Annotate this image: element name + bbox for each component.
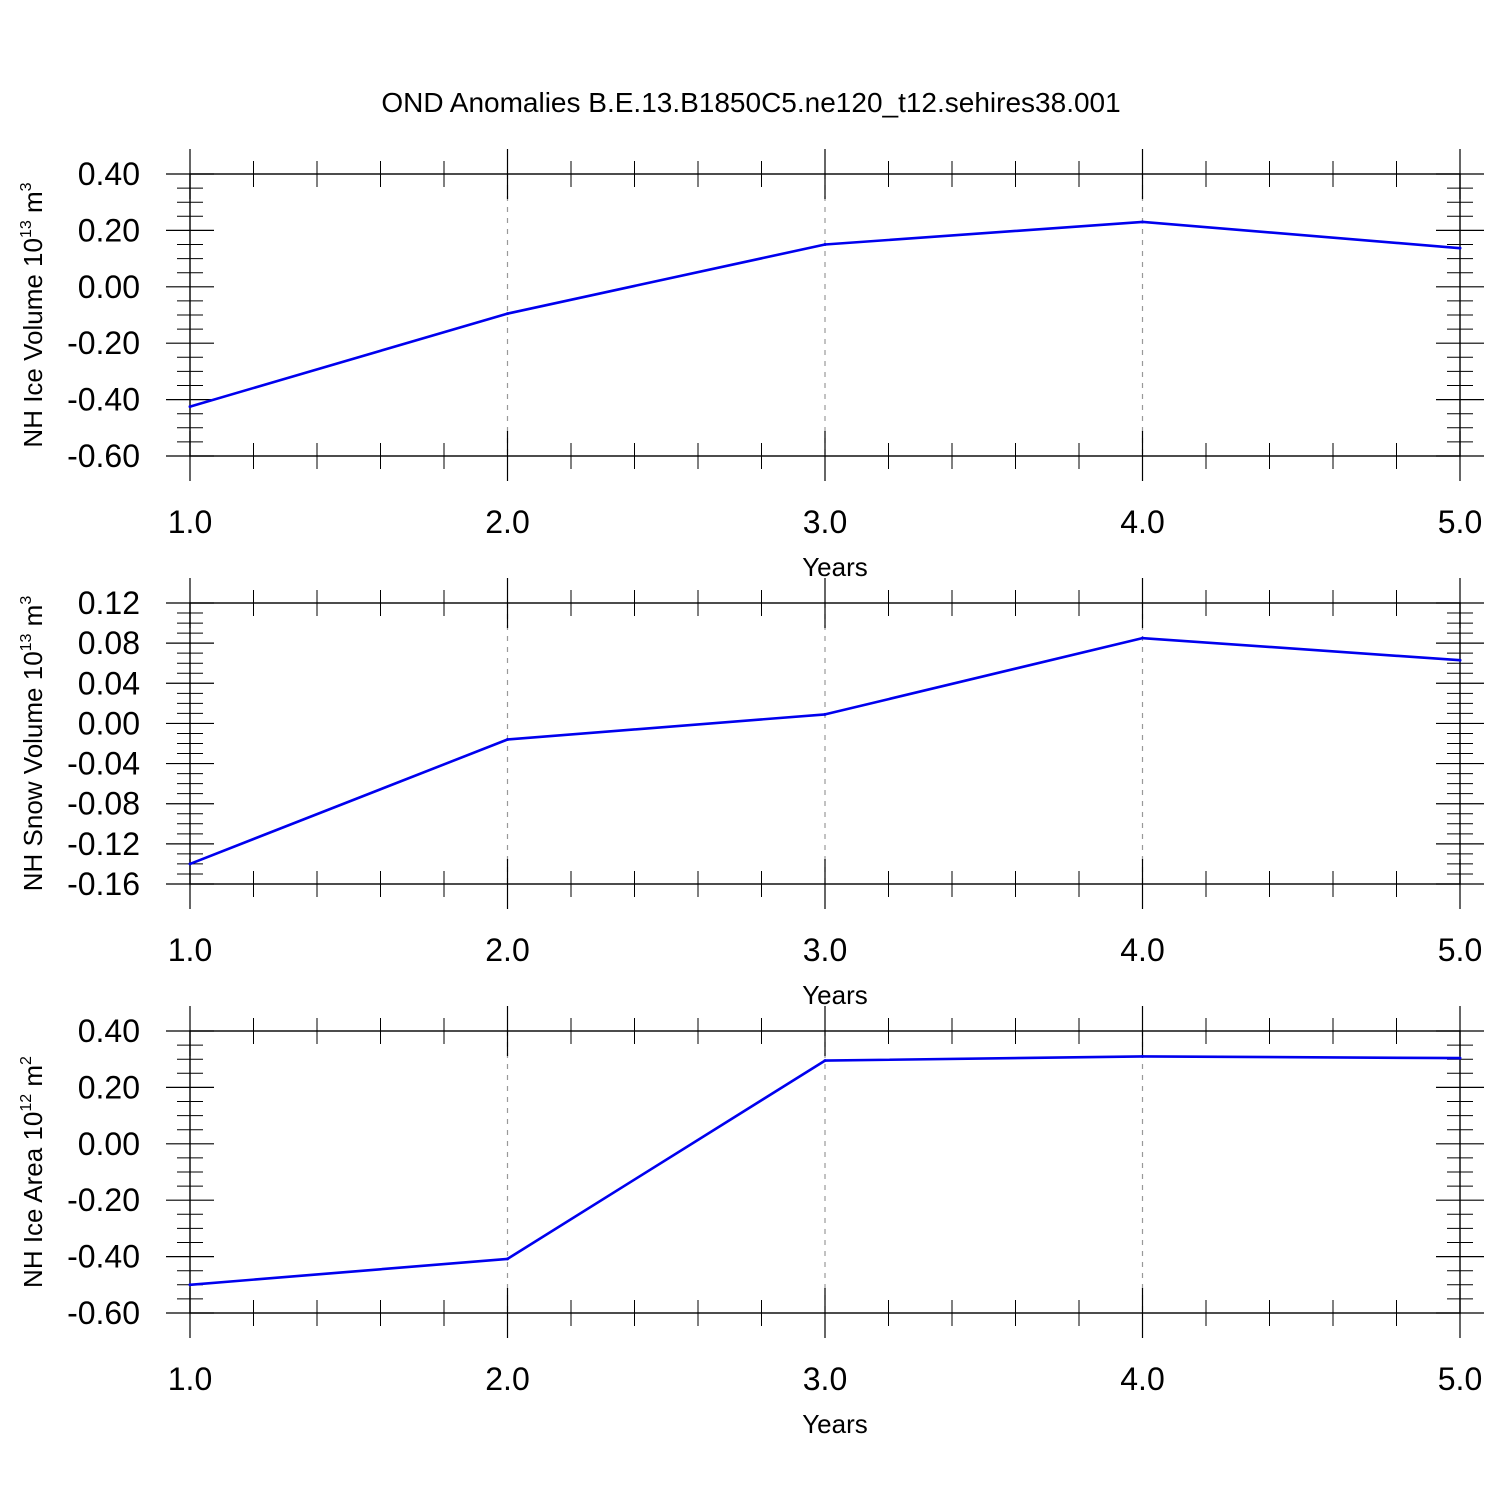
panels: -0.60 -0.40 -0.20 0.00 0.20 0.40 1.0 2.0 3.0 4.0 5… bbox=[18, 149, 1484, 1439]
y-tick-label: 0.00 bbox=[78, 705, 140, 741]
data-point bbox=[1141, 1054, 1144, 1058]
x-tick-label: 3.0 bbox=[803, 1361, 847, 1397]
x-axis-label: Years bbox=[802, 552, 868, 582]
data-point bbox=[823, 243, 827, 246]
data-point bbox=[1141, 636, 1144, 640]
x-tick-label: 1.0 bbox=[168, 1361, 212, 1397]
y-axis-label: NH Snow Volume 1013 m3 bbox=[18, 596, 48, 892]
x-tick-label: 4.0 bbox=[1120, 1361, 1164, 1397]
panel-1: -0.60 -0.40 -0.20 0.00 0.20 0.40 1.0 2.0 3.0 4.0 5… bbox=[18, 149, 1484, 582]
plot-frame bbox=[189, 602, 1461, 885]
x-tick-label: 5.0 bbox=[1438, 932, 1482, 968]
y-axis-label-text: m bbox=[18, 605, 48, 634]
data-point bbox=[188, 862, 192, 866]
panel-3: -0.60 -0.40 -0.20 0.00 0.20 0.40 1.0 2.0 3.0 4.0 5… bbox=[18, 1006, 1484, 1439]
data-point bbox=[188, 405, 192, 409]
y-tick-label: -0.40 bbox=[67, 1239, 140, 1275]
y-tick-label: 0.20 bbox=[78, 212, 140, 248]
x-axis-label: Years bbox=[802, 1409, 868, 1439]
y-axis-label-text: NH Ice Volume 10 bbox=[18, 238, 48, 448]
x-tick-label: 3.0 bbox=[803, 932, 847, 968]
y-tick-label: -0.40 bbox=[67, 382, 140, 418]
data-point bbox=[823, 1059, 827, 1063]
y-tick-label: -0.60 bbox=[67, 1295, 140, 1331]
plot-frame bbox=[189, 1030, 1461, 1314]
x-tick-label: 1.0 bbox=[168, 932, 212, 968]
y-axis-label-exponent: 2 bbox=[18, 1056, 35, 1065]
y-axis-label-text: NH Snow Volume 10 bbox=[18, 651, 48, 891]
x-tick-label: 4.0 bbox=[1120, 504, 1164, 540]
data-point bbox=[506, 737, 509, 741]
x-axis-label: Years bbox=[802, 980, 868, 1010]
y-tick-label: -0.08 bbox=[67, 786, 140, 822]
data-point bbox=[823, 712, 827, 716]
x-tick-label: 1.0 bbox=[168, 504, 212, 540]
data-point bbox=[188, 1283, 192, 1287]
y-tick-label: 0.00 bbox=[78, 269, 140, 305]
y-axis-label-exponent: 3 bbox=[18, 596, 35, 605]
panel-2: -0.16 -0.12 -0.08 -0.04 0.00 0.04 0.08 0.12 1.0 2… bbox=[18, 578, 1484, 1010]
y-axis-label-exponent: 13 bbox=[18, 220, 35, 238]
y-tick-label: -0.20 bbox=[67, 325, 140, 361]
data-point bbox=[506, 312, 509, 316]
y-tick-label: -0.16 bbox=[67, 866, 140, 902]
y-tick-label: -0.20 bbox=[67, 1182, 140, 1218]
x-tick-label: 3.0 bbox=[803, 504, 847, 540]
y-axis-label-exponent: 3 bbox=[18, 182, 35, 191]
x-tick-label: 2.0 bbox=[485, 1361, 529, 1397]
y-axis-label-text: NH Ice Area 10 bbox=[18, 1112, 48, 1288]
data-point bbox=[1141, 220, 1144, 224]
y-axis-label: NH Ice Area 1012 m2 bbox=[18, 1056, 48, 1288]
plot-frame bbox=[189, 173, 1461, 457]
y-tick-label: 0.12 bbox=[78, 585, 140, 621]
figure-title: OND Anomalies B.E.13.B1850C5.ne120_t12.s… bbox=[381, 87, 1120, 118]
x-tick-label: 5.0 bbox=[1438, 1361, 1482, 1397]
y-axis-label-exponent: 12 bbox=[18, 1094, 35, 1112]
y-axis-label: NH Ice Volume 1013 m3 bbox=[18, 182, 48, 447]
x-tick-label: 2.0 bbox=[485, 504, 529, 540]
y-axis-label-text: m bbox=[18, 191, 48, 220]
x-tick-label: 4.0 bbox=[1120, 932, 1164, 968]
y-axis-label-text: m bbox=[18, 1065, 48, 1094]
y-tick-label: 0.08 bbox=[78, 625, 140, 661]
y-tick-label: -0.60 bbox=[67, 438, 140, 474]
data-point bbox=[1458, 246, 1462, 250]
data-point bbox=[1458, 658, 1462, 662]
data-point bbox=[506, 1257, 509, 1261]
y-tick-label: -0.04 bbox=[67, 746, 140, 782]
data-point bbox=[1458, 1056, 1462, 1060]
y-tick-label: 0.04 bbox=[78, 665, 140, 701]
series-line bbox=[189, 220, 1461, 408]
y-tick-label: 0.40 bbox=[78, 1013, 140, 1049]
x-tick-label: 5.0 bbox=[1438, 504, 1482, 540]
y-tick-label: -0.12 bbox=[67, 826, 140, 862]
y-axis-label-exponent: 13 bbox=[18, 633, 35, 651]
y-tick-label: 0.00 bbox=[78, 1126, 140, 1162]
y-tick-label: 0.20 bbox=[78, 1069, 140, 1105]
x-tick-label: 2.0 bbox=[485, 932, 529, 968]
y-tick-label: 0.40 bbox=[78, 156, 140, 192]
